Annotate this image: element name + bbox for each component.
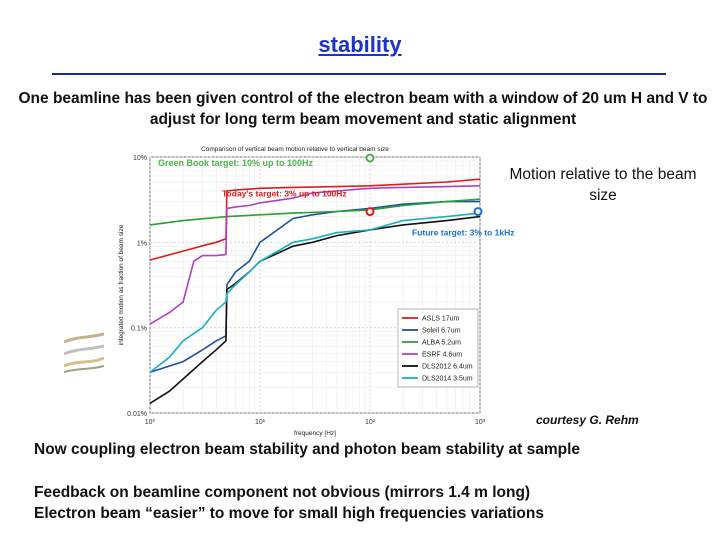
y-axis-label: integrated motion as fraction of beam si… — [118, 224, 125, 345]
y-tick-label: 0.01% — [127, 411, 147, 418]
credit-text: courtesy G. Rehm — [536, 413, 639, 427]
slide-title: stability — [318, 32, 402, 57]
legend-label: DLS2012 6.4um — [422, 364, 473, 371]
legend-label: ALBA 5.2um — [422, 340, 461, 347]
y-tick-label: 0.1% — [131, 326, 147, 333]
bullet-coupling: Now coupling electron beam stability and… — [34, 441, 581, 458]
series-line — [149, 200, 480, 374]
green-target-marker — [365, 153, 375, 163]
x-tick-label: 10⁰ — [145, 418, 156, 426]
annotation-future-target: Future target: 3% to 1kHz — [412, 228, 515, 238]
side-note: Motion relative to the beam size — [509, 166, 697, 204]
legend-box — [397, 308, 479, 388]
red-target-marker — [365, 207, 375, 217]
legend-label: ESRF 4.6um — [422, 352, 462, 359]
bullet-feedback: Feedback on beamline component not obvio… — [34, 484, 531, 501]
intro-text: One beamline has been given control of t… — [18, 90, 708, 128]
x-tick-label: 10³ — [475, 419, 486, 426]
series-line — [149, 198, 481, 226]
x-axis-label: frequency [Hz] — [294, 430, 336, 437]
legend-label: Soleil 6.7um — [422, 328, 461, 335]
annotation-green-book-target: Green Book target: 10% up to 100Hz — [158, 158, 314, 168]
stability-chart: 10⁰ 10¹ 10² 10³ 10% 1% 0.1% 0.01% Comparison of … — [118, 146, 515, 437]
title-rule — [52, 73, 666, 75]
annotation-todays-target: Today's target: 3% up to 100Hz — [222, 189, 347, 199]
legend-label: ASLS 17um — [422, 316, 460, 323]
y-tick-label: 10% — [133, 155, 147, 162]
x-tick-label: 10¹ — [255, 419, 266, 426]
series-line — [149, 178, 481, 261]
legend-label: DLS2014 3.5um — [422, 376, 473, 383]
series-line — [149, 212, 481, 373]
y-tick-label: 1% — [137, 240, 147, 247]
x-tick-label: 10² — [365, 419, 376, 426]
chart-title: Comparison of vertical beam motion relat… — [201, 146, 389, 153]
bullet-electron-beam: Electron beam “easier” to move for small… — [34, 505, 544, 522]
blue-target-marker — [473, 207, 483, 217]
decorative-beam-icon — [64, 332, 104, 373]
series-line — [149, 185, 481, 325]
